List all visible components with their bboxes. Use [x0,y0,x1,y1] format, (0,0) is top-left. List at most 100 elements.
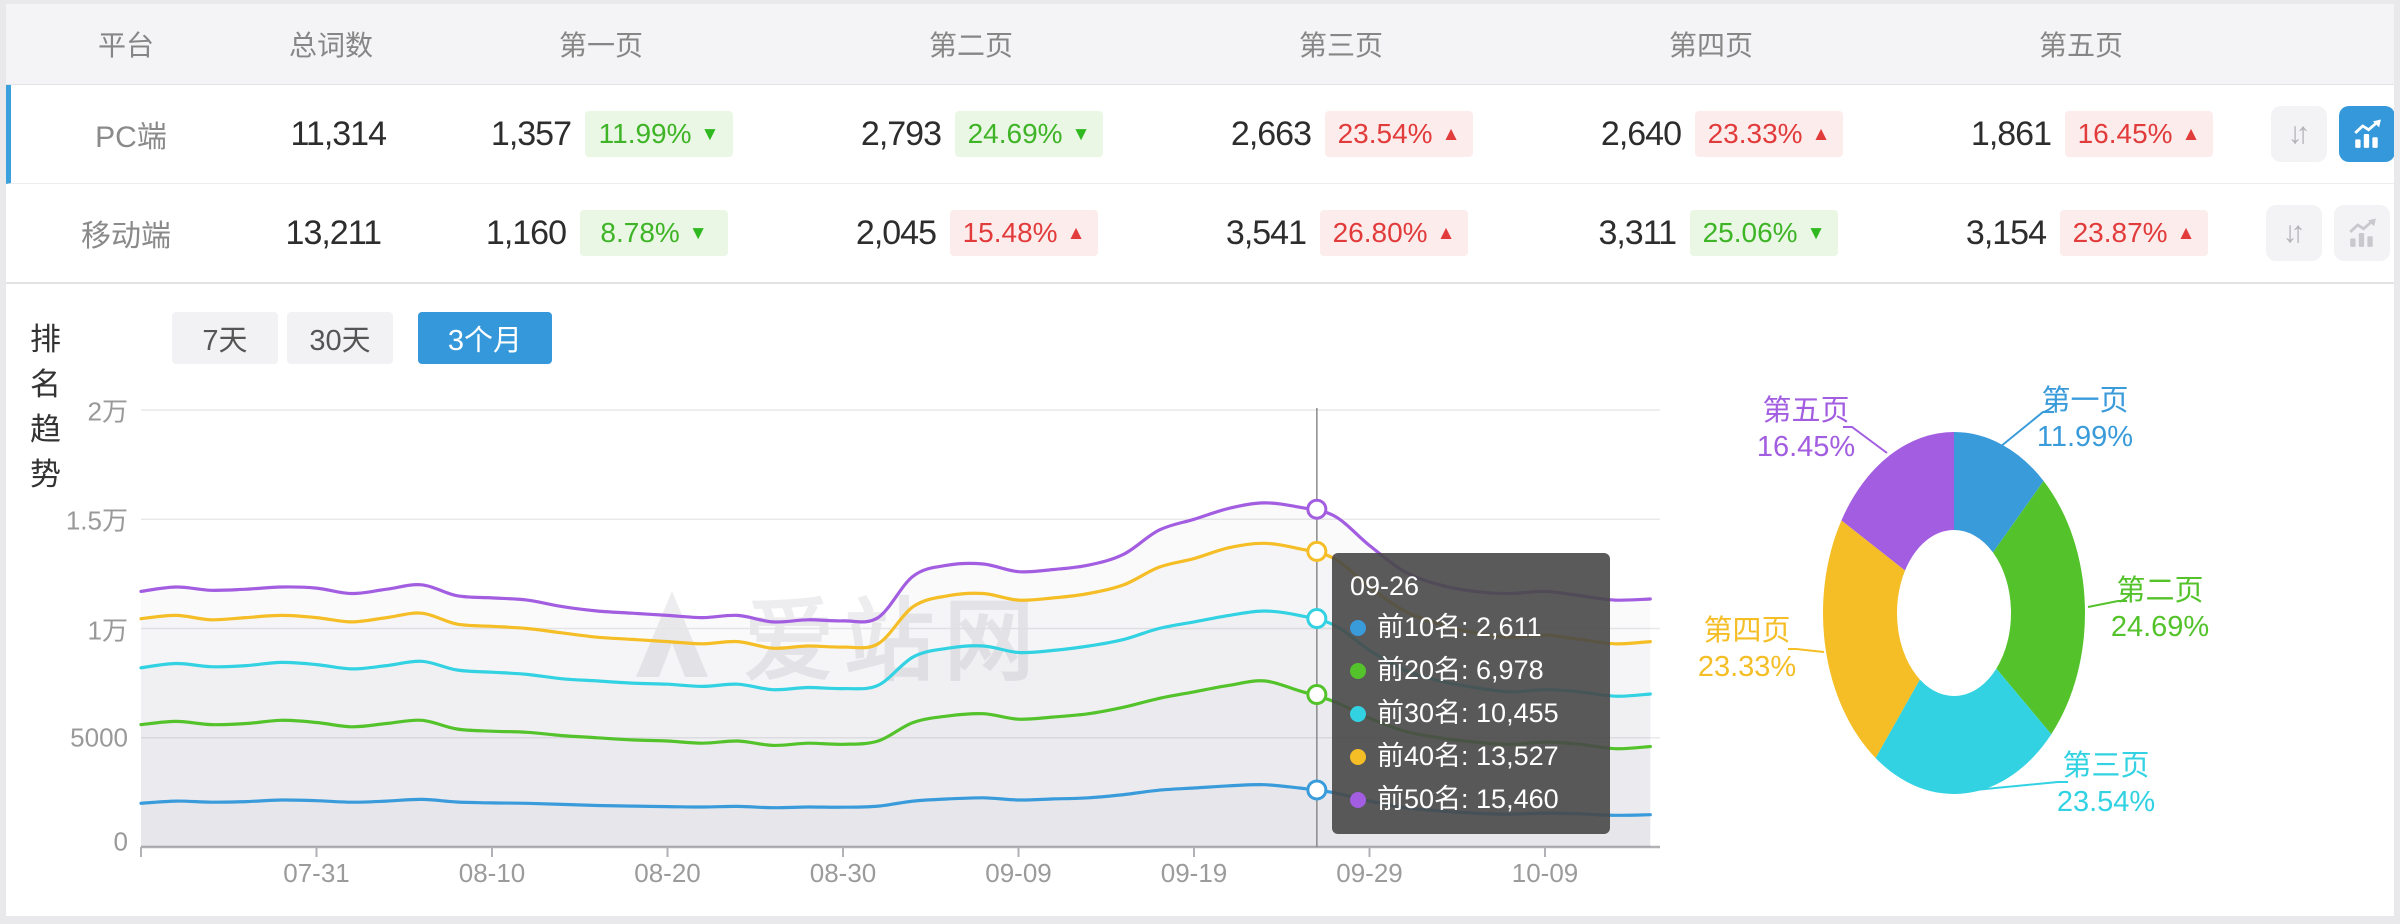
trend-section-title: 排名趋势 [30,322,61,492]
donut-slice-第二页[interactable] [1992,480,2085,735]
page-1-change-badge: 11.99% ▼ [585,111,733,157]
page-3-count: 3,541 [1225,213,1307,252]
donut-leader-line-第五页 [1843,426,1888,454]
change-percent: 11.99% [598,118,692,149]
column-header-0: 平台 [97,30,154,61]
page-1-cell: 1,160 8.78% ▼ [416,210,786,256]
tab-range-7天[interactable]: 7天 [172,312,278,364]
total-words-value: 13,211 [285,213,382,252]
donut-leader-line-第三页 [1974,781,2068,791]
row-action-icons: ↓↑ [2271,106,2400,162]
donut-leader-line-第一页 [1999,411,2054,448]
change-percent: 23.87% [2072,217,2168,248]
series-color-dot [1350,791,1366,808]
arrow-up-icon: ▲ [2181,123,2201,145]
table-body: PC端 11,314 1,357 11.99% ▼ 2,793 24.69% ▼ 2,663 23… [6,85,2395,284]
y-tick-1.5万: 1.5万 [65,505,128,536]
x-tick-10-09: 10-09 [1511,858,1579,888]
donut-label-第二页: 第二页 24.69% [2111,573,2209,645]
donut-label-name: 第三页 [2062,750,2150,782]
donut-label-name: 第二页 [2116,575,2204,607]
page-2-count: 2,045 [855,213,937,252]
page-5-count: 1,861 [1970,114,2052,153]
trend-chart-icon [2354,119,2381,148]
arrow-up-icon: ▲ [1441,123,1461,145]
hover-marker-前50名 [1306,498,1328,520]
column-header-4: 第三页 [1298,30,1383,61]
page-2-count: 2,793 [860,114,942,153]
change-percent: 23.33% [1707,118,1803,149]
table-row-移动端[interactable]: 移动端 13,211 1,160 8.78% ▼ 2,045 15.48% ▲ 3,541 26.… [6,184,2394,284]
x-tick-07-31: 07-31 [283,858,350,888]
y-tick-2万: 2万 [87,396,128,427]
platform-label: 移动端 [81,220,171,253]
tooltip-row-前30名: 前30名: 10,455 [1350,692,1592,735]
tooltip-row-text: 前10名: 2,611 [1377,612,1542,642]
hover-marker-前40名 [1306,540,1328,562]
page-2-cell: 2,045 15.48% ▲ [786,210,1156,256]
tab-range-30天[interactable]: 30天 [287,312,393,364]
sort-button[interactable]: ↓↑ [2271,106,2327,162]
donut-label-第一页: 第一页 11.99% [2037,383,2133,455]
platform-label: PC端 [95,121,167,154]
row-action-icons: ↓↑ [2266,205,2400,261]
table-row-PC端[interactable]: PC端 11,314 1,357 11.99% ▼ 2,793 24.69% ▼ 2,663 23… [6,85,2395,184]
donut-slice-第五页[interactable] [1841,432,1954,571]
donut-label-percent: 16.45% [1756,431,1856,463]
arrow-down-icon: ▼ [688,222,708,244]
sort-arrows-icon: ↓↑ [2282,216,2306,249]
page-4-count: 2,640 [1600,114,1682,153]
donut-slice-第四页[interactable] [1823,520,1920,758]
show-trend-chart-button[interactable] [2339,106,2395,162]
page-4-cell: 3,311 25.06% ▼ [1526,210,1896,256]
donut-slice-第一页[interactable] [1954,432,2044,553]
change-percent: 8.78% [600,217,680,248]
page-5-count: 3,154 [1965,213,2047,252]
hover-marker-前30名 [1306,608,1328,630]
page-2-change-badge: 15.48% ▲ [950,210,1098,256]
show-trend-chart-button[interactable] [2334,205,2390,261]
page-2-cell: 2,793 24.69% ▼ [791,111,1161,157]
tooltip-row-前50名: 前50名: 15,460 [1350,778,1592,821]
column-header-6: 第五页 [2038,30,2123,61]
page-4-count: 3,311 [1598,213,1677,252]
tooltip-row-text: 前40名: 13,527 [1377,741,1559,771]
y-tick-0: 0 [113,826,128,857]
tooltip-row-text: 前20名: 6,978 [1377,655,1544,685]
tooltip-rows: 前10名: 2,611 前20名: 6,978 前30名: 10,455 前40名: … [1350,606,1592,821]
change-percent: 24.69% [967,118,1063,149]
column-header-5: 第四页 [1668,30,1753,61]
arrow-up-icon: ▲ [1436,222,1456,244]
series-color-dot [1350,748,1366,765]
page-5-cell: 3,154 23.87% ▲ [1896,210,2266,256]
x-tick-08-10: 08-10 [458,858,526,888]
page-5-change-badge: 16.45% ▲ [2065,111,2213,157]
sort-button[interactable]: ↓↑ [2266,205,2322,261]
tooltip-row-前40名: 前40名: 13,527 [1350,735,1592,778]
donut-label-第三页: 第三页 23.54% [2057,748,2155,820]
donut-label-percent: 23.33% [1697,651,1797,683]
x-tick-08-30: 08-30 [809,858,877,888]
x-tick-09-19: 09-19 [1160,858,1228,888]
page-frame-top [0,0,2400,4]
watermark-logo-icon [636,591,708,677]
page-3-change-badge: 23.54% ▲ [1325,111,1473,157]
donut-label-percent: 23.54% [2056,786,2156,818]
change-percent: 26.80% [1332,217,1428,248]
donut-label-percent: 11.99% [2036,421,2134,453]
page-1-count: 1,357 [490,114,572,153]
page-4-change-badge: 23.33% ▲ [1695,111,1843,157]
donut-label-name: 第五页 [1762,395,1850,427]
column-header-2: 第一页 [558,30,643,61]
change-percent: 25.06% [1702,217,1798,248]
tab-range-3个月[interactable]: 3个月 [418,312,552,364]
hover-marker-前20名 [1306,684,1328,706]
arrow-down-icon: ▼ [1071,123,1091,145]
arrow-down-icon: ▼ [700,123,720,145]
donut-slice-第三页[interactable] [1875,668,2052,794]
x-tick-09-29: 09-29 [1336,858,1403,888]
donut-label-name: 第四页 [1703,615,1791,647]
